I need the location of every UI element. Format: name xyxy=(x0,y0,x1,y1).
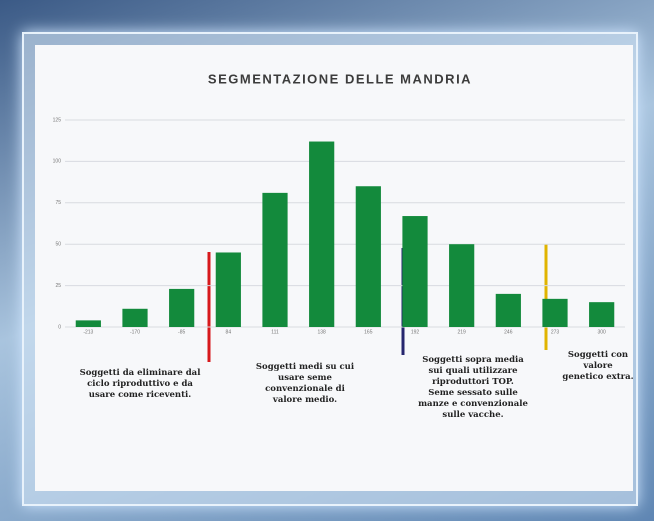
bar xyxy=(262,192,288,327)
bar xyxy=(122,308,148,327)
annotation: Soggetti con valore genetico extra. xyxy=(562,350,634,382)
bar xyxy=(449,244,475,327)
bar xyxy=(495,293,521,327)
y-tick-label: 75 xyxy=(55,200,61,206)
bar xyxy=(215,252,241,327)
annotation: Soggetti da eliminare dal ciclo riprodut… xyxy=(79,368,201,400)
x-tick-label: -85 xyxy=(178,329,185,335)
x-tick-label: -213 xyxy=(83,329,93,335)
x-tick-label: 273 xyxy=(551,329,560,335)
y-tick-label: 25 xyxy=(55,283,61,289)
bar xyxy=(169,288,195,327)
y-tick-label: 50 xyxy=(55,242,61,248)
y-tick-label: 0 xyxy=(58,324,61,330)
bar xyxy=(75,320,101,327)
x-tick-label: 246 xyxy=(504,329,513,335)
y-tick-label: 100 xyxy=(53,159,62,165)
x-tick-label: 165 xyxy=(364,329,373,335)
x-tick-label: -170 xyxy=(130,329,140,335)
x-tick-label: 219 xyxy=(457,329,466,335)
bar xyxy=(542,298,568,327)
bar xyxy=(309,141,335,327)
bar xyxy=(589,302,615,327)
x-tick-label: 192 xyxy=(411,329,420,335)
chart-title: SEGMENTAZIONE DELLE MANDRIA xyxy=(208,71,472,86)
x-tick-label: 300 xyxy=(597,329,606,335)
y-tick-label: 125 xyxy=(53,117,62,123)
annotation: Soggetti medi su cui usare seme convenzi… xyxy=(255,362,355,405)
annotation: Soggetti sopra media sui quali utilizzar… xyxy=(418,355,528,420)
x-tick-label: 84 xyxy=(226,329,232,335)
x-tick-label: 138 xyxy=(317,329,326,335)
bar xyxy=(355,186,381,327)
x-tick-label: 111 xyxy=(271,329,279,335)
bar xyxy=(402,216,428,327)
